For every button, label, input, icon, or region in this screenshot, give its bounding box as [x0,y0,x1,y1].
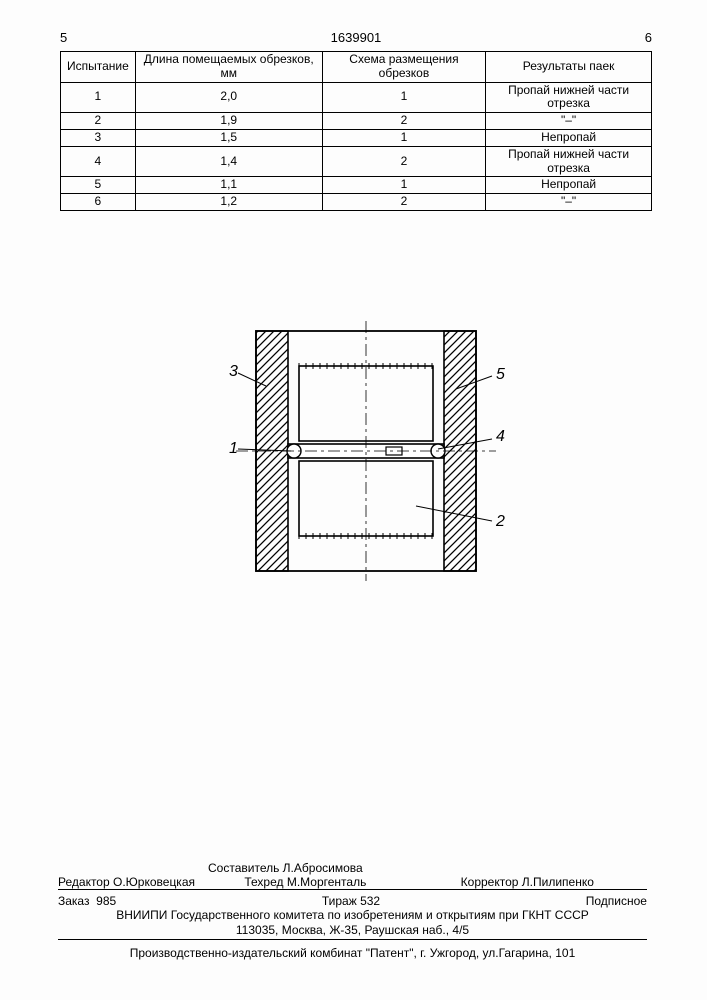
label-1: 1 [229,440,238,457]
table-cell: 1,2 [135,194,322,211]
compiler: Составитель Л.Абросимова [58,861,647,875]
table-cell: "–" [486,194,652,211]
table-cell: Пропай нижней части отрезка [486,146,652,177]
table-cell: 1,4 [135,146,322,177]
col-length: Длина помещаемых обрезков, мм [135,52,322,83]
publisher: ВНИИПИ Государственного комитета по изоб… [58,908,647,940]
col-num-left: 5 [60,30,255,45]
page-header: 5 1639901 6 [60,30,652,45]
table-cell: 4 [61,146,136,177]
table-header-row: Испытание Длина помещаемых обрезков, мм … [61,52,652,83]
label-4: 4 [496,428,505,445]
table-cell: 1,1 [135,177,322,194]
results-table: Испытание Длина помещаемых обрезков, мм … [60,51,652,211]
table-row: 21,92"–" [61,113,652,130]
table-cell: Непропай [486,129,652,146]
col-results: Результаты паек [486,52,652,83]
label-2: 2 [495,513,505,530]
table-cell: 2 [61,113,136,130]
table-cell: 2 [322,194,485,211]
table-cell: 3 [61,129,136,146]
table-cell: 6 [61,194,136,211]
table-cell: "–" [486,113,652,130]
table-cell: 2 [322,113,485,130]
table-row: 12,01Пропай нижней части отрезка [61,82,652,113]
editor: Редактор О.Юрковецкая [58,875,244,889]
order-row: Заказ 985 Тираж 532 Подписное [58,892,647,908]
corrector: Корректор Л.Пилипенко [431,875,647,889]
table-cell: Непропай [486,177,652,194]
table-cell: 1,9 [135,113,322,130]
table-cell: 1 [322,82,485,113]
table-row: 31,51Непропай [61,129,652,146]
table-row: 51,11Непропай [61,177,652,194]
col-scheme: Схема размещения обрезков [322,52,485,83]
table-cell: 1 [61,82,136,113]
press: Производственно-издательский комбинат "П… [58,944,647,960]
tech-editor: Техред М.Моргенталь [244,875,430,889]
table-cell: 2 [322,146,485,177]
table-cell: 1 [322,177,485,194]
table-cell: 1 [322,129,485,146]
table-cell: 2,0 [135,82,322,113]
doc-number: 1639901 [258,30,453,45]
label-5: 5 [496,366,505,383]
table-row: 41,42Пропай нижней части отрезка [61,146,652,177]
footer-block: Составитель Л.Абросимова Редактор О.Юрко… [58,861,647,960]
col-test: Испытание [61,52,136,83]
col-num-right: 6 [457,30,652,45]
table-cell: 1,5 [135,129,322,146]
table-cell: 5 [61,177,136,194]
table-row: 61,22"–" [61,194,652,211]
label-3: 3 [229,363,238,380]
technical-diagram: 3 1 5 4 2 [60,321,652,601]
table-cell: Пропай нижней части отрезка [486,82,652,113]
